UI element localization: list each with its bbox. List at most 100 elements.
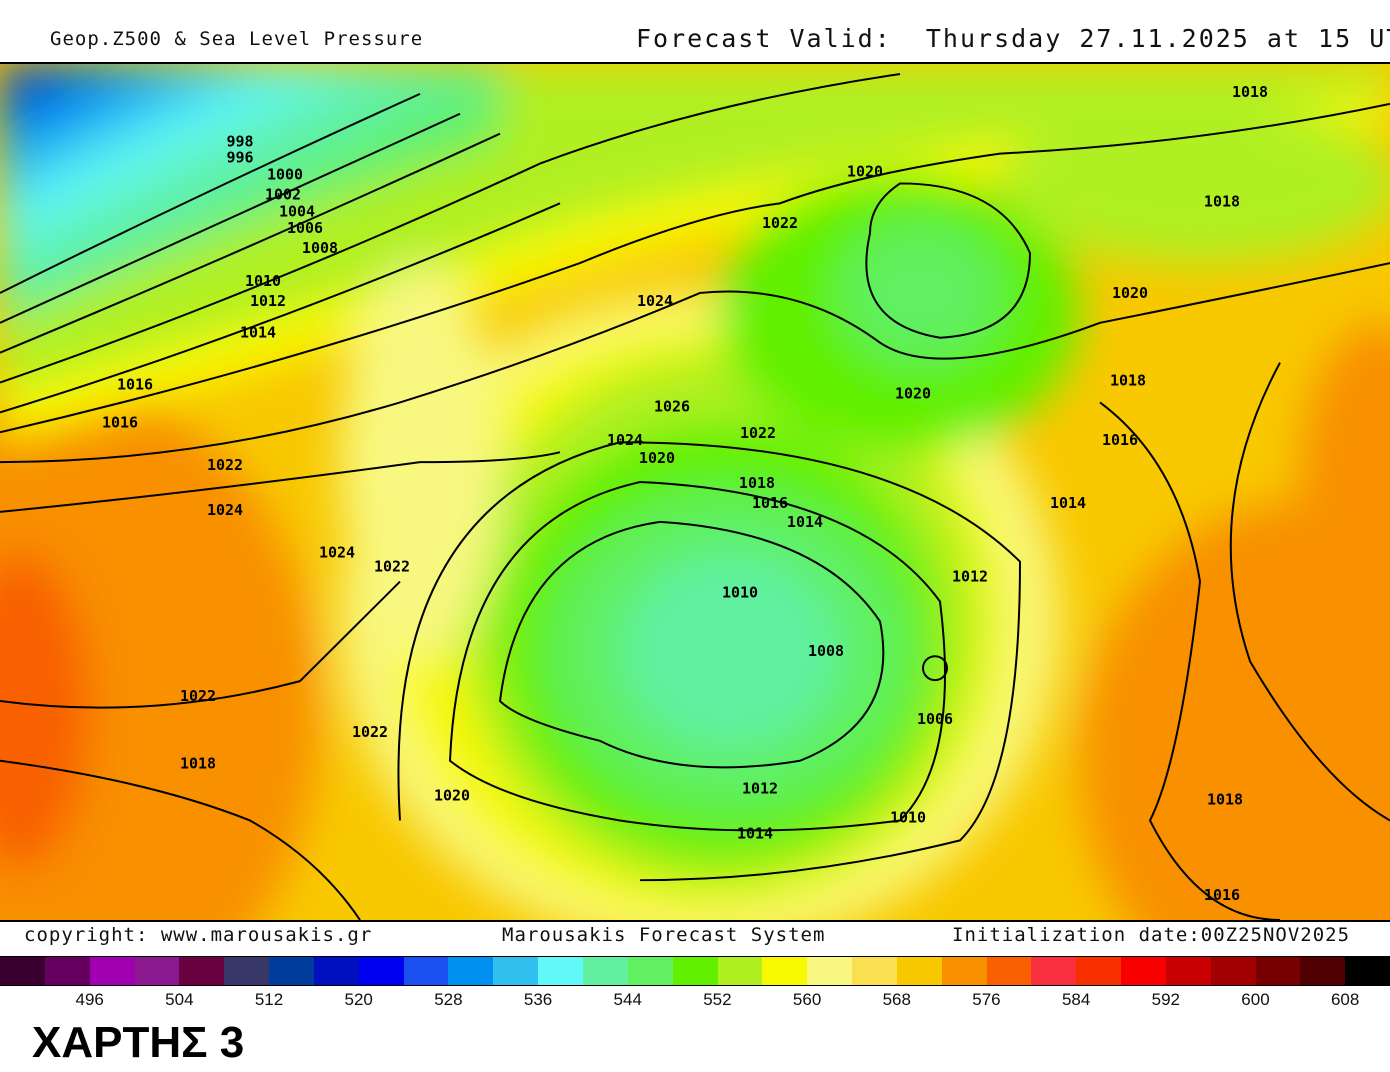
product-title: Geop.Z500 & Sea Level Pressure [50,28,424,50]
isobar-label: 1022 [207,456,243,474]
isobar-label: 1018 [180,755,216,773]
colorbar-swatch [852,957,897,985]
isobar-label: 1024 [319,544,355,562]
colorbar-swatch [807,957,853,985]
isobar-label: 1020 [639,449,675,467]
colorbar-swatch [89,957,135,985]
forecast-system: Marousakis Forecast System [502,924,826,946]
isobar-label: 1020 [434,787,470,805]
isobar-label: 1022 [374,558,410,576]
colorbar-tick-label: 584 [1061,990,1091,1009]
isobar-label: 1012 [742,780,778,798]
isobar-label: 1012 [952,568,988,586]
colorbar-swatch [1345,957,1390,985]
isobar-label: 1020 [895,384,931,402]
isobar-label: 1018 [1232,83,1268,101]
colorbar-swatch [358,957,404,985]
colorbar-swatch [403,957,449,985]
weather-map: 1018101810201022102010241000100210041006… [0,62,1390,922]
colorbar-tick-label: 568 [882,990,911,1009]
colorbar-swatch [1076,957,1122,985]
colorbar-tick-label: 544 [613,990,642,1009]
isobar-label: 1010 [245,272,281,290]
footer: copyright: www.marousakis.gr Marousakis … [0,922,1390,956]
isobar-label: 1018 [1207,791,1243,809]
isobar-label: 1022 [762,214,798,232]
colorbar [0,956,1390,986]
isobar-label: 996 [226,149,253,167]
colorbar-swatch [448,957,494,985]
colorbar-tick-label: 520 [344,990,373,1009]
isobar-label: 1016 [117,376,153,394]
colorbar-swatch [134,957,180,985]
colorbar-swatch [1210,957,1256,985]
colorbar-swatch [493,957,539,985]
isobar-label: 1012 [250,292,286,310]
colorbar-swatch [1121,957,1166,985]
colorbar-swatch [1165,957,1211,985]
colorbar-swatch [44,957,90,985]
colorbar-tick-label: 504 [165,990,194,1009]
colorbar-swatch [538,957,583,985]
z500-field [0,64,1390,920]
colorbar-tick-label: 552 [703,990,732,1009]
isobar-label: 1010 [722,584,758,602]
isobar-label: 1004 [279,202,315,220]
colorbar-tick-label: 536 [523,990,553,1009]
isobar-label: 1024 [637,292,673,310]
colorbar-swatch [941,957,987,985]
isobar-label: 1008 [808,642,844,660]
colorbar-tick-label: 608 [1330,990,1360,1009]
colorbar-swatch [1031,957,1077,985]
colorbar-swatch [224,957,270,985]
isobar-label: 1000 [267,165,303,183]
colorbar-ticks: 496 504 512 520 528 536 544 552 560 568 576 584 592 6… [0,990,1390,1014]
colorbar-swatch [672,957,718,985]
isobar-label: 1022 [352,723,388,741]
isobar-label: 1008 [302,239,338,257]
isobar-label: 1020 [847,163,883,181]
colorbar-tick-label: 528 [434,990,463,1009]
colorbar-tick-label: 512 [254,990,284,1009]
colorbar-swatch [896,957,942,985]
isobar-label: 1014 [737,824,773,842]
colorbar-tick-label: 600 [1241,990,1270,1009]
isobar-label: 1016 [102,413,138,431]
isobar-label: 1014 [240,324,276,342]
isobar-label: 1020 [1112,284,1148,302]
isobar-label: 1018 [739,474,775,492]
colorbar-swatch [582,957,628,985]
colorbar-swatch [627,957,673,985]
colorbar-tick-label: 496 [75,990,104,1009]
isobar-label: 1006 [917,710,953,728]
colorbar-swatch [717,957,763,985]
isobar-label: 1006 [287,219,323,237]
isobar-label: 1016 [1102,431,1138,449]
isobars [0,72,1390,920]
colorbar-swatch [269,957,314,985]
isobar-label: 1018 [1204,192,1240,210]
forecast-valid: Forecast Valid: Thursday 27.11.2025 at 1… [636,24,1390,53]
colorbar-swatch [986,957,1032,985]
colorbar-swatch [0,957,45,985]
isobar-label: 1022 [180,687,216,705]
isobar-label: 1024 [207,501,243,519]
isobar-label: 1022 [740,424,776,442]
isobar-label: 1014 [787,513,823,531]
colorbar-tick-label: 560 [792,990,822,1009]
isobar-label: 1026 [654,397,690,415]
colorbar-swatch [1255,957,1301,985]
header: Geop.Z500 & Sea Level Pressure Forecast … [0,0,1390,62]
isobar-label: 1018 [1110,372,1146,390]
colorbar-swatch [313,957,359,985]
colorbar-swatch [179,957,225,985]
init-date: Initialization date:00Z25NOV2025 [952,924,1351,946]
isobar-label: 1010 [890,808,926,826]
copyright: copyright: www.marousakis.gr [24,924,373,946]
isobar-label: 1016 [1204,886,1240,904]
colorbar-tick-label: 592 [1151,990,1180,1009]
isobar-label: 1016 [752,494,788,512]
isobar-labels: 1018101810201022102010241000100210041006… [102,83,1268,904]
map-title: ΧΑΡΤΗΣ 3 [32,1018,245,1067]
isobar-label: 1002 [265,185,301,203]
